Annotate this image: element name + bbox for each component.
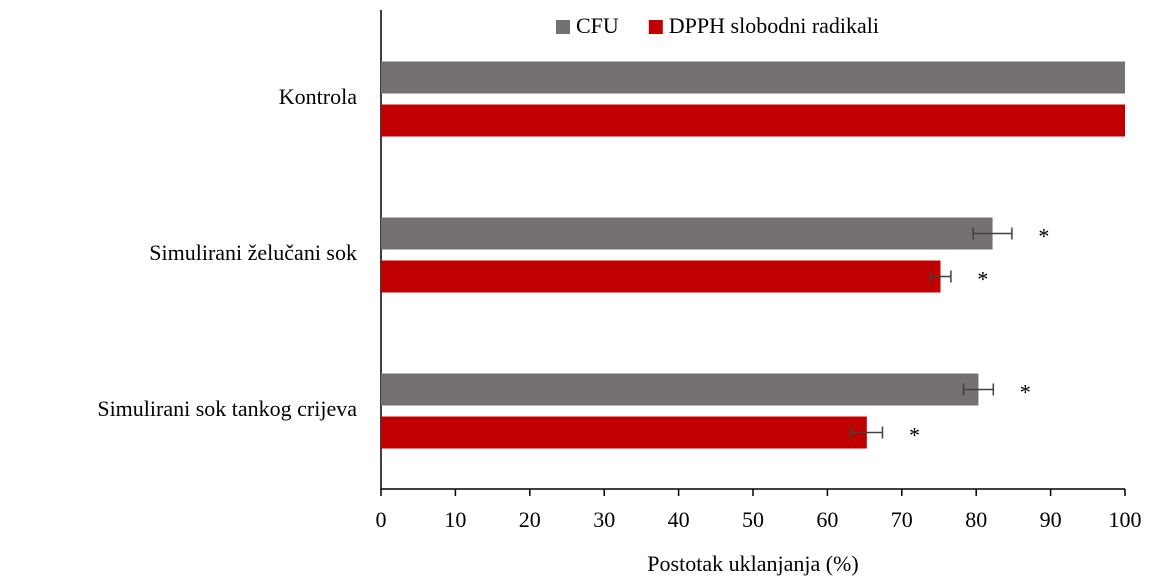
error-bar [972, 227, 1013, 240]
bar [381, 373, 979, 406]
x-tick-label: 70 [891, 507, 913, 532]
significance-marker: * [977, 267, 988, 292]
x-tick-label: 80 [965, 507, 987, 532]
x-tick-label: 100 [1109, 507, 1142, 532]
x-tick-label: 50 [742, 507, 764, 532]
y-tick-label: Simulirani sok tankog crijeva [97, 396, 357, 421]
x-tick-label: 60 [816, 507, 838, 532]
x-tick-label: 30 [593, 507, 615, 532]
legend-swatch [648, 20, 663, 34]
x-tick-label: 90 [1040, 507, 1062, 532]
bar [381, 416, 867, 449]
error-bar [850, 426, 884, 439]
significance-marker: * [1038, 224, 1049, 249]
bar [381, 61, 1125, 94]
x-tick-label: 20 [519, 507, 541, 532]
y-tick-label: Kontrola [279, 84, 357, 109]
x-tick-label: 0 [376, 507, 387, 532]
x-tick-label: 40 [668, 507, 690, 532]
bar [381, 104, 1125, 137]
x-tick-label: 10 [444, 507, 466, 532]
bar [381, 260, 941, 293]
error-bar [929, 270, 952, 283]
significance-marker: * [1020, 380, 1031, 405]
x-axis-title: Postotak uklanjanja (%) [647, 551, 858, 576]
legend-label: CFU [576, 13, 619, 38]
legend-swatch [556, 20, 570, 34]
legend-label: DPPH slobodni radikali [669, 13, 879, 38]
significance-marker: * [909, 423, 920, 448]
y-tick-label: Simulirani želučani sok [149, 240, 357, 265]
error-bar [962, 383, 995, 396]
bar [381, 217, 993, 250]
